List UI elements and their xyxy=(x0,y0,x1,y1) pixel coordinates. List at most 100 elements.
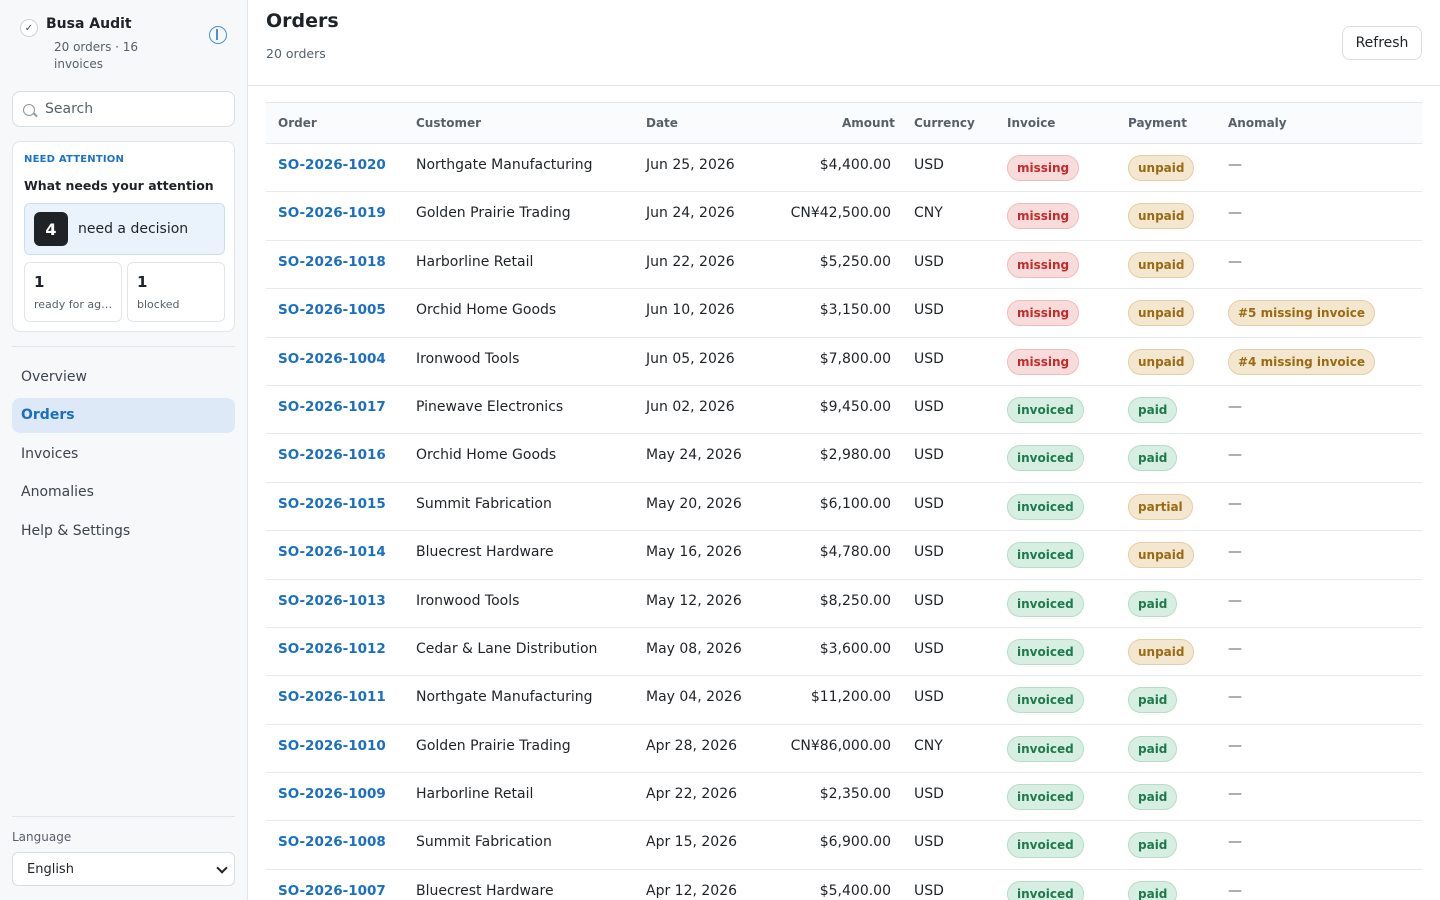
order-link[interactable]: SO-2026-1015 xyxy=(278,495,386,512)
amount-cell: $8,250.00 xyxy=(819,592,891,609)
table-row[interactable]: SO-2026-1007 Bluecrest Hardware Apr 12, 20… xyxy=(266,870,1422,900)
order-link[interactable]: SO-2026-1005 xyxy=(278,302,386,319)
table-row[interactable]: SO-2026-1013 Ironwood Tools May 12, 2026 $8… xyxy=(266,580,1422,628)
sidebar-item-invoices[interactable]: Invoices xyxy=(21,445,79,462)
order-link[interactable]: SO-2026-1018 xyxy=(278,253,386,270)
table-row[interactable]: SO-2026-1020 Northgate Manufacturing Jun 2… xyxy=(266,144,1422,193)
date-cell: Jun 25, 2026 xyxy=(646,157,735,173)
order-link[interactable]: SO-2026-1013 xyxy=(278,592,386,609)
language-select[interactable]: English xyxy=(12,852,235,886)
payment-status-badge: unpaid xyxy=(1128,155,1195,181)
anomaly-empty: — xyxy=(1228,205,1242,222)
search-placeholder: Search xyxy=(45,101,94,117)
customer-cell: Golden Prairie Trading xyxy=(416,737,571,754)
table-row[interactable]: SO-2026-1011 Northgate Manufacturing May 0… xyxy=(266,676,1422,725)
currency-cell: USD xyxy=(914,157,944,173)
order-link[interactable]: SO-2026-1008 xyxy=(278,834,386,851)
sidebar-toggle-icon[interactable] xyxy=(209,26,227,44)
payment-status-badge: paid xyxy=(1128,784,1178,811)
amount-cell: CN¥86,000.00 xyxy=(790,737,891,754)
table-row[interactable]: SO-2026-1016 Orchid Home Goods May 24, 202… xyxy=(266,434,1422,483)
customer-cell: Ironwood Tools xyxy=(416,350,520,367)
customer-cell: Northgate Manufacturing xyxy=(416,689,593,706)
invoice-status-badge: missing xyxy=(1007,300,1080,327)
column-header-customer[interactable]: Customer xyxy=(416,116,482,130)
sidebar-item-help-settings[interactable]: Help & Settings xyxy=(21,522,131,539)
table-row[interactable]: SO-2026-1012 Cedar & Lane Distribution May… xyxy=(266,628,1422,677)
sidebar: ✓ Busa Audit 20 orders · 16 invoices Sea… xyxy=(0,0,248,900)
currency-cell: USD xyxy=(914,689,944,706)
column-header-anomaly[interactable]: Anomaly xyxy=(1228,116,1287,130)
order-link[interactable]: SO-2026-1016 xyxy=(278,447,386,464)
column-header-payment[interactable]: Payment xyxy=(1128,116,1187,130)
payment-status-badge: paid xyxy=(1128,687,1178,714)
order-link[interactable]: SO-2026-1004 xyxy=(278,350,386,367)
column-header-amount[interactable]: Amount xyxy=(842,116,895,130)
table-row[interactable]: SO-2026-1008 Summit Fabrication Apr 15, 20… xyxy=(266,821,1422,870)
chevron-down-icon xyxy=(216,862,228,874)
amount-cell: $6,100.00 xyxy=(819,495,891,512)
column-header-currency[interactable]: Currency xyxy=(914,116,975,130)
column-header-invoice[interactable]: Invoice xyxy=(1007,116,1056,130)
table-row[interactable]: SO-2026-1017 Pinewave Electronics Jun 02, … xyxy=(266,386,1422,435)
table-row[interactable]: SO-2026-1009 Harborline Retail Apr 22, 202… xyxy=(266,773,1422,822)
brand: ✓ Busa Audit xyxy=(20,16,132,37)
anomaly-empty: — xyxy=(1228,882,1242,899)
blocked-card[interactable]: 1 blocked xyxy=(127,262,225,322)
currency-cell: CNY xyxy=(914,205,943,222)
ready-count: 1 xyxy=(34,273,45,291)
customer-cell: Summit Fabrication xyxy=(416,834,552,851)
order-link[interactable]: SO-2026-1019 xyxy=(278,205,386,222)
invoice-status-badge: invoiced xyxy=(1007,542,1084,569)
decision-card[interactable]: 4 need a decision xyxy=(24,203,225,255)
date-cell: Apr 28, 2026 xyxy=(646,737,738,754)
anomaly-badge[interactable]: #4 missing invoice xyxy=(1228,348,1375,375)
column-header-date[interactable]: Date xyxy=(646,116,678,130)
ready-label: ready for agent xyxy=(34,298,116,311)
search-input[interactable]: Search xyxy=(12,91,235,127)
page-title: Orders xyxy=(266,10,339,32)
order-link[interactable]: SO-2026-1017 xyxy=(278,398,386,415)
order-link[interactable]: SO-2026-1011 xyxy=(278,689,386,706)
invoice-status-badge: invoiced xyxy=(1007,784,1084,811)
amount-cell: $7,800.00 xyxy=(819,350,891,367)
customer-cell: Bluecrest Hardware xyxy=(416,882,554,899)
order-link[interactable]: SO-2026-1014 xyxy=(278,544,386,561)
invoice-status-badge: invoiced xyxy=(1007,445,1084,472)
order-link[interactable]: SO-2026-1020 xyxy=(278,157,386,173)
table-row[interactable]: SO-2026-1015 Summit Fabrication May 20, 20… xyxy=(266,483,1422,532)
column-header-order[interactable]: Order xyxy=(278,116,317,130)
currency-cell: USD xyxy=(914,398,944,415)
amount-cell: $3,600.00 xyxy=(819,640,891,657)
anomaly-badge[interactable]: #5 missing invoice xyxy=(1228,300,1375,327)
customer-cell: Golden Prairie Trading xyxy=(416,205,571,222)
table-row[interactable]: SO-2026-1005 Orchid Home Goods Jun 10, 202… xyxy=(266,289,1422,338)
invoice-status-badge: invoiced xyxy=(1007,493,1084,520)
currency-cell: USD xyxy=(914,786,944,803)
customer-cell: Bluecrest Hardware xyxy=(416,544,554,561)
order-link[interactable]: SO-2026-1009 xyxy=(278,786,386,803)
invoice-status-badge: invoiced xyxy=(1007,880,1084,900)
invoice-status-badge: invoiced xyxy=(1007,590,1084,617)
anomaly-empty: — xyxy=(1228,447,1242,464)
refresh-button[interactable]: Refresh xyxy=(1342,26,1422,60)
ready-card[interactable]: 1 ready for agent xyxy=(24,262,122,322)
order-link[interactable]: SO-2026-1012 xyxy=(278,640,386,657)
sidebar-item-orders[interactable]: Orders xyxy=(12,397,235,433)
table-row[interactable]: SO-2026-1004 Ironwood Tools Jun 05, 2026 $7… xyxy=(266,338,1422,386)
anomaly-empty: — xyxy=(1228,737,1242,754)
table-row[interactable]: SO-2026-1010 Golden Prairie Trading Apr 28… xyxy=(266,725,1422,774)
sidebar-item-anomalies[interactable]: Anomalies xyxy=(21,484,94,500)
table-row[interactable]: SO-2026-1014 Bluecrest Hardware May 16, 20… xyxy=(266,531,1422,580)
sidebar-item-overview[interactable]: Overview xyxy=(21,368,87,385)
table-row[interactable]: SO-2026-1018 Harborline Retail Jun 22, 202… xyxy=(266,241,1422,290)
main-content: Orders 20 orders Refresh Order Customer … xyxy=(248,0,1440,900)
payment-status-badge: unpaid xyxy=(1128,638,1195,665)
order-link[interactable]: SO-2026-1010 xyxy=(278,737,386,754)
anomaly-empty: — xyxy=(1228,592,1242,609)
customer-cell: Pinewave Electronics xyxy=(416,398,564,415)
anomaly-empty: — xyxy=(1228,689,1242,706)
order-link[interactable]: SO-2026-1007 xyxy=(278,882,386,899)
table-row[interactable]: SO-2026-1019 Golden Prairie Trading Jun 24… xyxy=(266,192,1422,241)
currency-cell: USD xyxy=(914,302,944,319)
